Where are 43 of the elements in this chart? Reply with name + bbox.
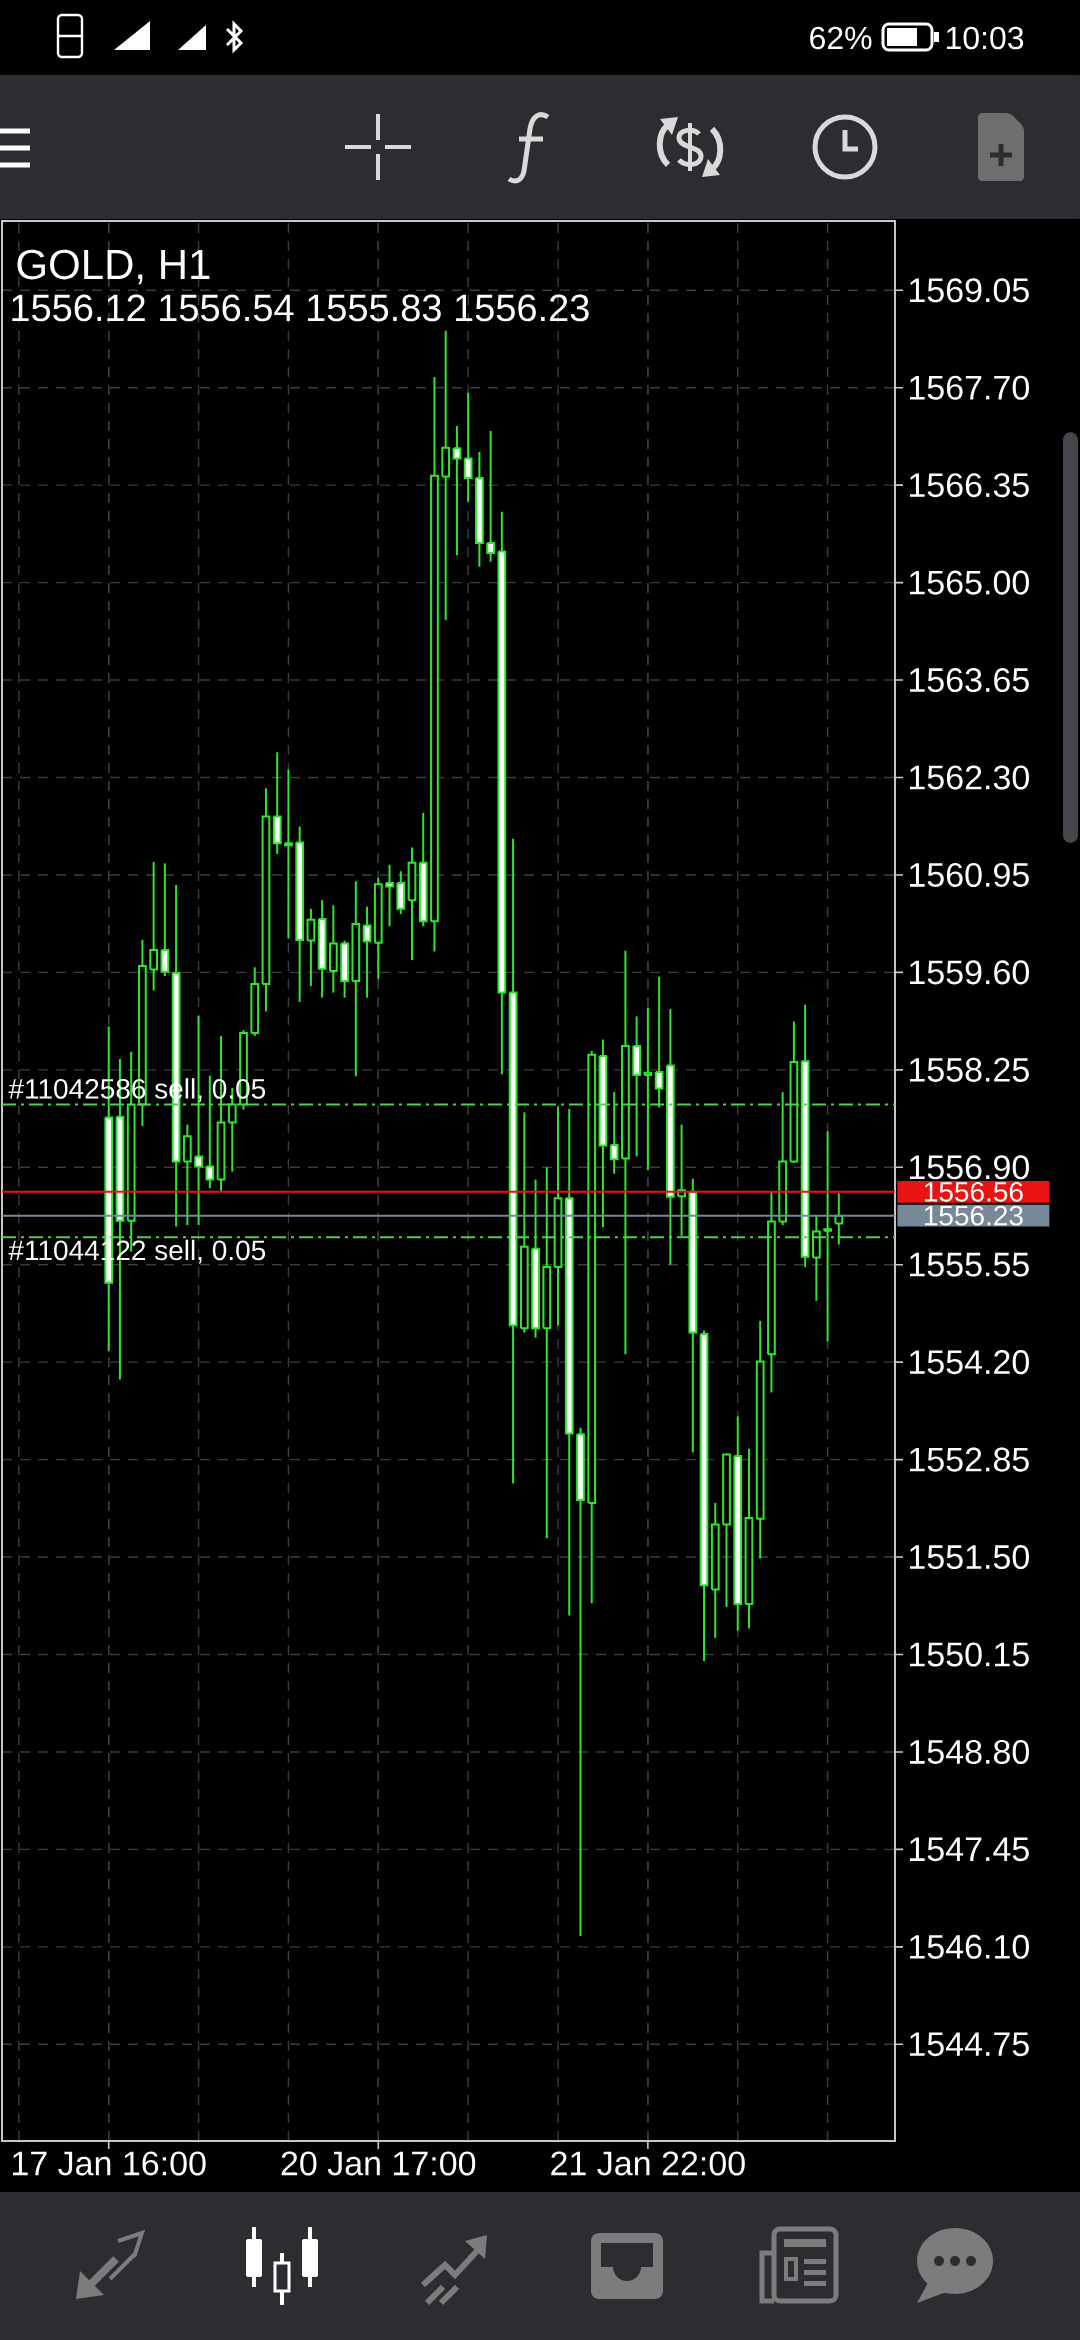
candlestick: [149, 860, 159, 992]
y-tick-label: 1556.90: [910, 1155, 1029, 1180]
y-tick-label: 1560.95: [910, 862, 1029, 887]
text: 1556.12 1556.54 1555.83 1556.23: [12, 294, 589, 322]
y-tick-label: 1547.45: [910, 1837, 1029, 1862]
y-tick-label: 1567.70: [910, 375, 1029, 400]
candlestick: [205, 1074, 215, 1190]
y-tick-label: 1546.10: [910, 1934, 1029, 1959]
candlestick: [362, 905, 372, 999]
candlestick: [160, 862, 170, 977]
y-tick-label: 1562.30: [910, 765, 1029, 790]
y-tick-label: 1565.00: [910, 570, 1029, 595]
candlestick: [441, 329, 451, 622]
x-tick-label: 17 Jan 16:00: [13, 2151, 206, 2176]
y-tick-label: 1550.15: [910, 1642, 1029, 1667]
candlestick: [654, 975, 664, 1109]
ref-line-label: 1556.23: [924, 1205, 1023, 1226]
candlestick: [306, 907, 316, 988]
candlestick: [452, 424, 462, 557]
y-tick-label: 1569.05: [910, 278, 1029, 303]
y-tick-label: 1554.20: [910, 1350, 1029, 1375]
text: 62%: [810, 26, 872, 50]
candlestick: [643, 1006, 653, 1172]
y-tick-label: 1559.60: [910, 960, 1029, 985]
y-tick-label: 1555.55: [910, 1252, 1029, 1277]
candlestick: [463, 391, 473, 503]
candlestick: [823, 1130, 832, 1343]
text: 10:03: [946, 26, 1024, 50]
y-tick-label: 1551.50: [910, 1545, 1029, 1570]
text: GOLD, H1: [17, 249, 210, 285]
y-tick-label: 1552.85: [910, 1447, 1029, 1472]
y-tick-label: 1544.75: [910, 2032, 1029, 2057]
candlestick: [486, 430, 495, 563]
y-tick-label: 1548.80: [910, 1739, 1029, 1764]
x-tick-label: 21 Jan 22:00: [551, 2151, 745, 2176]
candlestick: [385, 863, 394, 928]
y-tick-label: 1566.35: [910, 473, 1029, 498]
x-tick-label: 20 Jan 17:00: [281, 2151, 476, 2176]
y-tick-label: 1558.25: [910, 1057, 1029, 1082]
candlestick: [284, 768, 293, 940]
y-tick-label: 1563.65: [910, 668, 1029, 693]
ref-line-label: 1556.56: [924, 1181, 1023, 1202]
candlestick: [609, 1091, 619, 1175]
